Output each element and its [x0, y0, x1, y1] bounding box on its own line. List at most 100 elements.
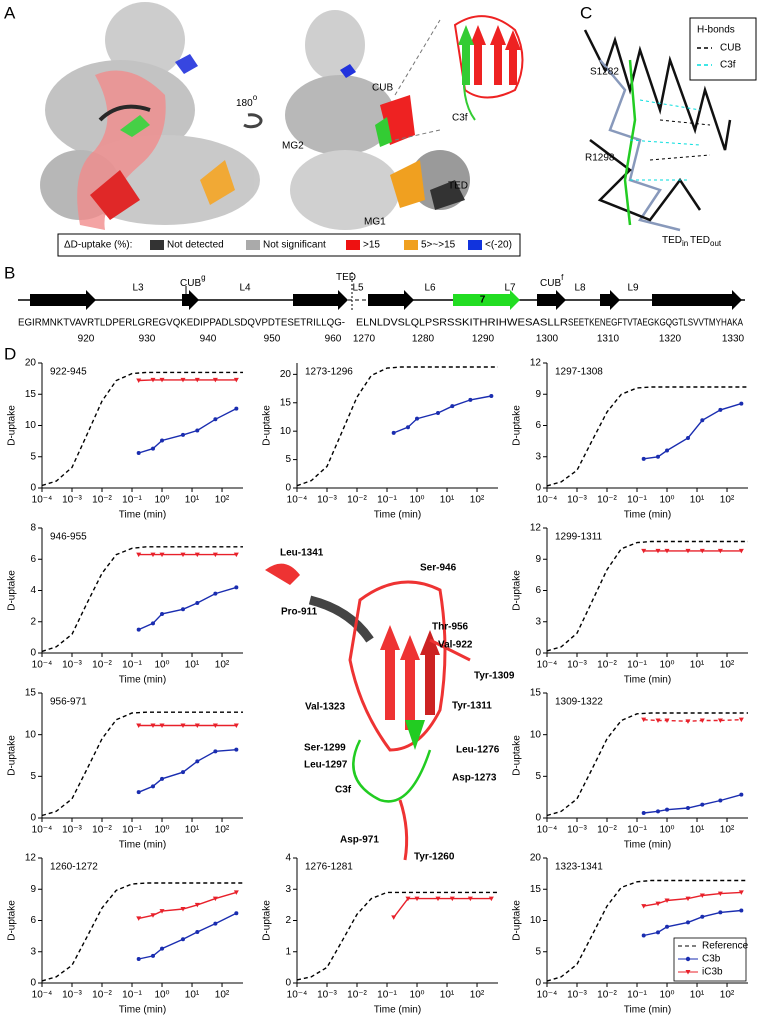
- legend-swatch: [346, 240, 360, 250]
- y-tick-label: 20: [25, 358, 37, 369]
- data-point: [159, 723, 165, 728]
- y-tick-label: 10: [530, 729, 542, 740]
- x-tick-label: 10⁻²: [347, 495, 367, 506]
- panel-label: A: [4, 3, 16, 22]
- series-line: [296, 366, 498, 487]
- y-tick-label: 6: [30, 915, 36, 926]
- residue-number: 950: [264, 334, 281, 345]
- y-tick-label: 9: [535, 554, 541, 565]
- y-tick-label: 5: [285, 454, 291, 465]
- zoom-line: [394, 129, 441, 141]
- y-tick-label: 15: [530, 884, 542, 895]
- series-line: [138, 912, 237, 960]
- residue-label: Leu-1297: [304, 760, 348, 771]
- structure-cub: [265, 563, 471, 861]
- x-axis-label: Time (min): [374, 510, 421, 521]
- x-tick-label: 10⁻⁴: [32, 495, 53, 506]
- data-point: [180, 723, 186, 728]
- domain-label: TED: [336, 272, 356, 283]
- y-tick-label: 5: [535, 946, 541, 957]
- chart-title: 1297-1308: [555, 367, 603, 378]
- data-point: [150, 784, 155, 789]
- residue-label: Tyr-1309: [474, 671, 515, 682]
- data-point: [655, 548, 661, 554]
- strand-label: 3: [56, 295, 62, 306]
- structure-left: [40, 2, 260, 230]
- y-tick-label: 5: [30, 451, 36, 462]
- x-tick-label: 10⁰: [659, 660, 674, 671]
- y-tick-label: 6: [535, 585, 541, 596]
- strand-arrow: [293, 290, 348, 310]
- data-point: [160, 776, 165, 781]
- data-point: [150, 953, 155, 958]
- y-tick-label: 10: [530, 915, 542, 926]
- legend-label: Reference: [702, 941, 749, 952]
- y-tick-label: 6: [30, 554, 36, 565]
- rotation-arrow: [243, 113, 263, 129]
- x-tick-label: 10⁰: [659, 825, 674, 836]
- x-tick-label: 10⁰: [659, 990, 674, 1001]
- y-tick-label: 0: [535, 648, 541, 659]
- structure-hbonds: [583, 29, 732, 232]
- x-tick-label: 10²: [215, 825, 230, 836]
- data-point: [717, 548, 723, 554]
- data-point: [739, 908, 744, 913]
- data-point: [685, 896, 691, 902]
- x-tick-label: 10⁻³: [62, 990, 82, 1001]
- x-tick-label: 10²: [720, 990, 735, 1001]
- data-point: [641, 717, 647, 723]
- data-point: [641, 456, 646, 461]
- data-point: [738, 548, 744, 554]
- data-point: [435, 896, 441, 902]
- data-point: [212, 377, 218, 383]
- data-point: [180, 377, 186, 383]
- data-point: [415, 416, 420, 421]
- data-point: [194, 377, 200, 383]
- x-tick-label: 10⁻⁴: [287, 990, 308, 1001]
- legend-title: ΔD-uptake (%):: [64, 240, 132, 251]
- x-tick-label: 10²: [720, 660, 735, 671]
- data-point: [136, 790, 141, 795]
- data-point: [159, 909, 165, 914]
- data-point: [212, 552, 218, 558]
- data-point: [665, 807, 670, 812]
- residue-number: 1300: [536, 334, 559, 345]
- series-line: [643, 402, 742, 460]
- data-point: [136, 627, 141, 632]
- domain-label: CUBf: [540, 273, 564, 289]
- data-point: [655, 809, 660, 814]
- ted-label-main: TED: [662, 235, 682, 246]
- x-tick-label: 10⁻²: [597, 990, 617, 1001]
- residue-number: 920: [78, 334, 95, 345]
- x-tick-label: 10¹: [185, 990, 200, 1001]
- panel-label: C: [580, 3, 592, 22]
- legend-box: [57, 233, 521, 257]
- data-point: [391, 430, 396, 435]
- residue-number: 960: [325, 334, 342, 345]
- data-point: [180, 770, 185, 775]
- strand-arrow: [652, 290, 742, 310]
- series-line: [41, 546, 243, 653]
- legend-swatch: [246, 240, 260, 250]
- y-tick-label: 5: [535, 771, 541, 782]
- data-point: [180, 552, 186, 558]
- y-tick-label: 4: [285, 853, 291, 864]
- x-axis-label: Time (min): [119, 675, 166, 686]
- y-axis-label: D-uptake: [7, 900, 18, 941]
- x-tick-label: 10⁰: [659, 495, 674, 506]
- sequence-segment: SSKITHRIHWESASLLR: [447, 318, 568, 329]
- chart-title: 922-945: [50, 367, 87, 378]
- ted-label-main: TED: [690, 235, 710, 246]
- y-tick-label: 0: [285, 483, 291, 494]
- loop-label: L9: [627, 283, 639, 294]
- y-tick-label: 0: [30, 483, 36, 494]
- series-line: [41, 711, 243, 817]
- x-tick-label: 10⁻²: [92, 990, 112, 1001]
- ted-label: TEDout: [690, 235, 722, 248]
- data-point: [213, 591, 218, 596]
- domain-label: CUBg: [180, 273, 206, 289]
- series-line: [393, 897, 492, 918]
- series-line: [138, 407, 237, 454]
- residue-number: 1290: [472, 334, 495, 345]
- data-point: [136, 723, 142, 728]
